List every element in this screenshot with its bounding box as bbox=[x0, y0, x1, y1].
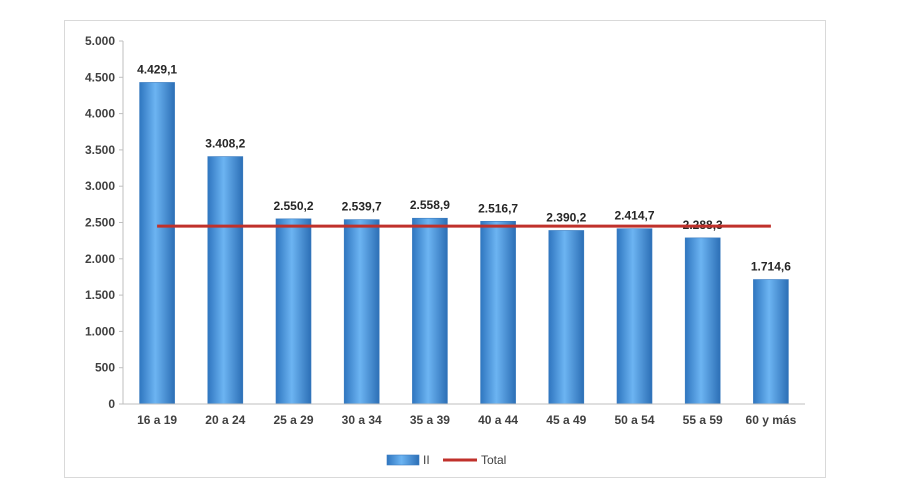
x-axis: 16 a 19 20 a 24 25 a 29 30 a 34 35 a 39 40 a … bbox=[123, 403, 805, 427]
bar bbox=[343, 219, 380, 405]
x-tick-label: 45 a 49 bbox=[546, 413, 586, 427]
y-tick-label: 2.500 bbox=[85, 216, 115, 230]
data-label: 3.408,2 bbox=[205, 137, 245, 151]
x-tick-label: 30 a 34 bbox=[342, 413, 382, 427]
data-label: 2.390,2 bbox=[546, 210, 586, 224]
x-tick-label: 50 a 54 bbox=[614, 413, 654, 427]
y-tick-label: 1.000 bbox=[85, 324, 115, 338]
bar bbox=[548, 230, 585, 405]
data-label: 2.539,7 bbox=[342, 200, 382, 214]
bar bbox=[139, 82, 175, 405]
bar-chart: 0 500 1.000 1.500 2.000 2.500 3.000 3.500 4.000 4… bbox=[85, 34, 805, 467]
x-tick-label: 25 a 29 bbox=[273, 413, 313, 427]
y-axis: 0 500 1.000 1.500 2.000 2.500 3.000 3.500 4.000 4… bbox=[85, 34, 124, 411]
x-tick-label: 20 a 24 bbox=[205, 413, 245, 427]
y-tick-label: 3.500 bbox=[85, 143, 115, 157]
y-tick-label: 500 bbox=[95, 361, 115, 375]
y-tick-label: 5.000 bbox=[85, 34, 115, 48]
y-tick-label: 3.000 bbox=[85, 179, 115, 193]
chart-frame: 0 500 1.000 1.500 2.000 2.500 3.000 3.500 4.000 4… bbox=[64, 20, 826, 478]
legend-label-bar: II bbox=[423, 453, 430, 467]
data-label: 2.414,7 bbox=[614, 209, 654, 223]
legend-swatch-bar bbox=[386, 454, 420, 466]
data-label: 4.429,1 bbox=[137, 62, 177, 76]
data-label: 2.550,2 bbox=[273, 199, 313, 213]
y-tick-label: 4.000 bbox=[85, 107, 115, 121]
y-tick-label: 1.500 bbox=[85, 288, 115, 302]
bar bbox=[480, 220, 516, 405]
x-tick-label: 16 a 19 bbox=[137, 413, 177, 427]
x-tick-label: 60 y más bbox=[746, 413, 797, 427]
data-label: 1.714,6 bbox=[751, 260, 791, 274]
y-tick-label: 2.000 bbox=[85, 252, 115, 266]
x-tick-label: 55 a 59 bbox=[683, 413, 723, 427]
data-label: 2.516,7 bbox=[478, 201, 518, 215]
bar bbox=[616, 228, 653, 405]
x-tick-label: 40 a 44 bbox=[478, 413, 518, 427]
bar bbox=[753, 279, 789, 405]
y-tick-label: 0 bbox=[108, 397, 115, 411]
bar bbox=[684, 237, 721, 405]
x-tick-label: 35 a 39 bbox=[410, 413, 450, 427]
legend-label-line: Total bbox=[481, 453, 506, 467]
bars: 4.429,1 3.408,2 2.550,2 2.539,7 2.558,9 2.516… bbox=[137, 62, 791, 405]
bar bbox=[207, 156, 244, 405]
y-tick-label: 4.500 bbox=[85, 70, 115, 84]
legend: II Total bbox=[386, 453, 506, 467]
bar bbox=[275, 218, 312, 405]
data-label: 2.558,9 bbox=[410, 198, 450, 212]
bar bbox=[412, 217, 448, 405]
